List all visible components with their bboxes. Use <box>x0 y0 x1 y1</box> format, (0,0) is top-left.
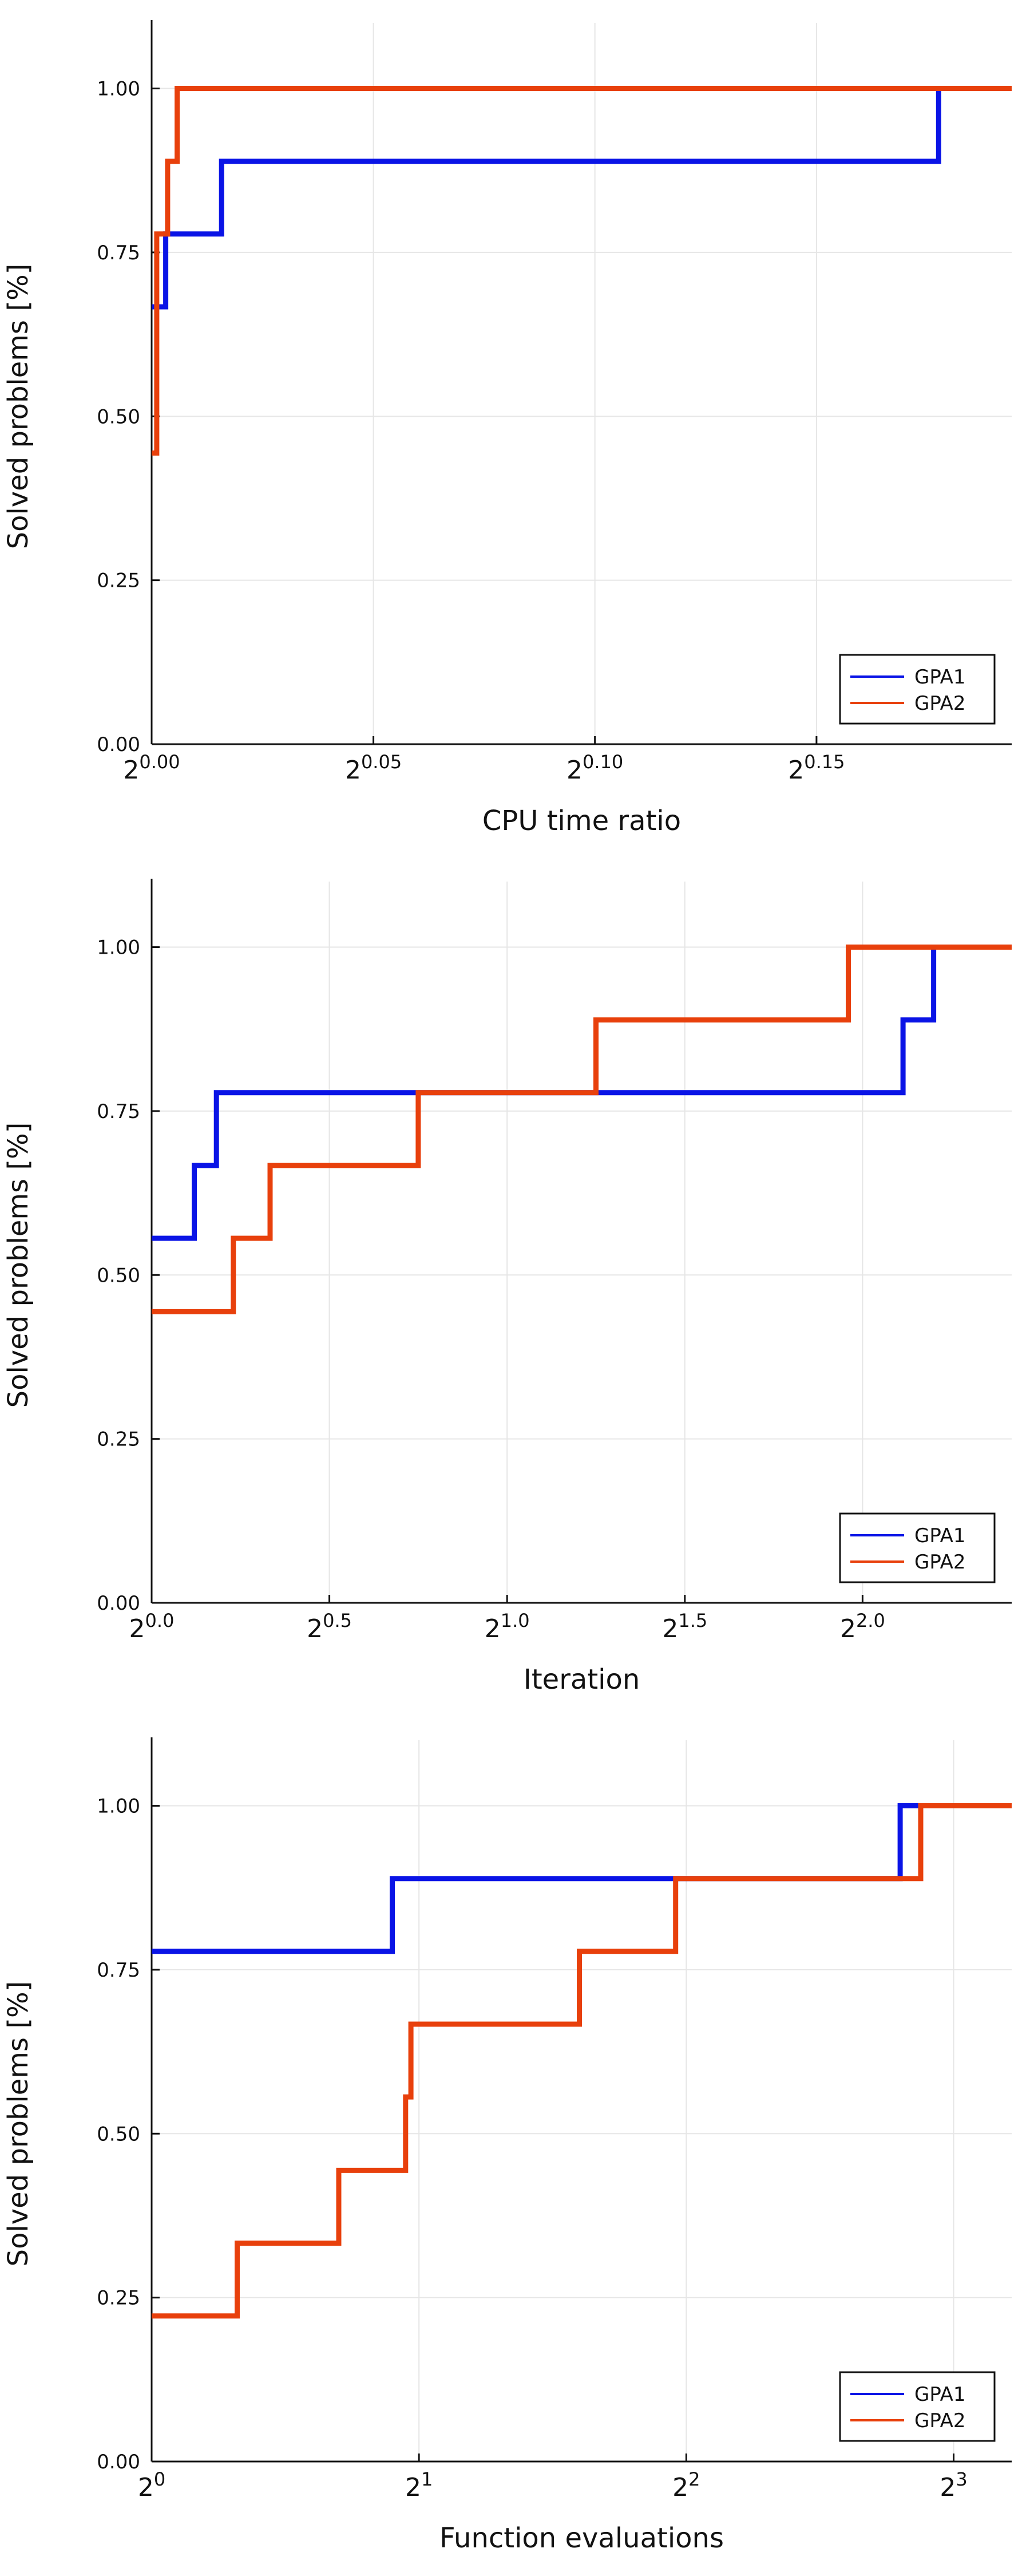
y-tick-label: 0.25 <box>97 1428 140 1451</box>
x-tick-label: 20.15 <box>788 751 845 785</box>
legend-box <box>839 2371 996 2442</box>
y-tick-label: 1.00 <box>97 1795 140 1818</box>
chart-panel-iteration: 0.00 0.25 0.50 0.75 1.00 20.0 20.5 21.0 21.5 22.0… <box>0 859 1030 1717</box>
series-line-gpa2 <box>152 945 1012 1314</box>
y-tick-label: 0.75 <box>97 242 140 264</box>
chart-panel-cpu-time: 0.00 0.25 0.50 0.75 1.00 20.00 20.05 20.10 20.15… <box>0 0 1030 859</box>
y-tick-label: 0.50 <box>97 2123 140 2146</box>
chart-function-evaluations: 0.00 0.25 0.50 0.75 1.00 20 21 22 23 Function eva… <box>2 1737 1012 2554</box>
chart-cpu-time-ratio: 0.00 0.25 0.50 0.75 1.00 20.00 20.05 20.10 20.15… <box>2 20 1012 837</box>
chart-iteration: 0.00 0.25 0.50 0.75 1.00 20.0 20.5 21.0 21.5 22.0… <box>2 879 1012 1696</box>
y-axis-label: Solved problems [%] <box>2 1123 34 1408</box>
y-axis-label: Solved problems [%] <box>2 264 34 550</box>
y-tick-label: 1.00 <box>97 78 140 101</box>
x-axis-label: CPU time ratio <box>482 805 681 837</box>
x-axis-label: Iteration <box>524 1664 640 1696</box>
legend-label-gpa2: GPA2 <box>914 692 966 715</box>
x-tick-label: 20.5 <box>307 1610 352 1643</box>
chart-panel-function-evaluations: 0.00 0.25 0.50 0.75 1.00 20 21 22 23 Function eva… <box>0 1717 1030 2576</box>
legend-label-gpa1: GPA1 <box>914 1524 966 1547</box>
y-tick-label: 1.00 <box>97 937 140 959</box>
y-tick-label: 0.00 <box>97 1592 140 1615</box>
x-tick-label: 20.00 <box>123 751 180 785</box>
y-tick-label: 0.75 <box>97 1959 140 1982</box>
legend: GPA1 GPA2 <box>839 1512 996 1583</box>
x-tick-label: 21.5 <box>662 1610 707 1643</box>
legend-label-gpa2: GPA2 <box>914 1551 966 1574</box>
legend: GPA1 GPA2 <box>839 654 996 725</box>
x-tick-label: 21.0 <box>485 1610 530 1643</box>
x-tick-label: 23 <box>940 2468 967 2502</box>
legend-label-gpa2: GPA2 <box>914 2409 966 2432</box>
y-tick-label: 0.00 <box>97 733 140 756</box>
y-tick-label: 0.00 <box>97 2451 140 2474</box>
y-tick-label: 0.50 <box>97 405 140 428</box>
y-tick-label: 0.25 <box>97 2287 140 2310</box>
x-axis-label: Function evaluations <box>439 2522 724 2554</box>
legend-box <box>839 1512 996 1583</box>
y-tick-label: 0.50 <box>97 1264 140 1287</box>
legend: GPA1 GPA2 <box>839 2371 996 2442</box>
legend-label-gpa1: GPA1 <box>914 666 966 689</box>
series-line-gpa2 <box>152 86 1012 456</box>
x-tick-label: 20.0 <box>129 1610 175 1643</box>
legend-label-gpa1: GPA1 <box>914 2383 966 2406</box>
y-axis-label: Solved problems [%] <box>2 1981 34 2267</box>
series-line-gpa1 <box>152 86 1012 310</box>
y-tick-label: 0.75 <box>97 1100 140 1123</box>
x-tick-label: 21 <box>405 2468 433 2502</box>
x-tick-label: 20 <box>138 2468 165 2502</box>
x-tick-label: 20.10 <box>566 751 623 785</box>
x-tick-label: 22.0 <box>840 1610 885 1643</box>
x-tick-label: 22 <box>672 2468 700 2502</box>
x-tick-label: 20.05 <box>345 751 402 785</box>
legend-box <box>839 654 996 725</box>
y-tick-label: 0.25 <box>97 570 140 592</box>
series-line-gpa2 <box>152 1803 1012 2319</box>
